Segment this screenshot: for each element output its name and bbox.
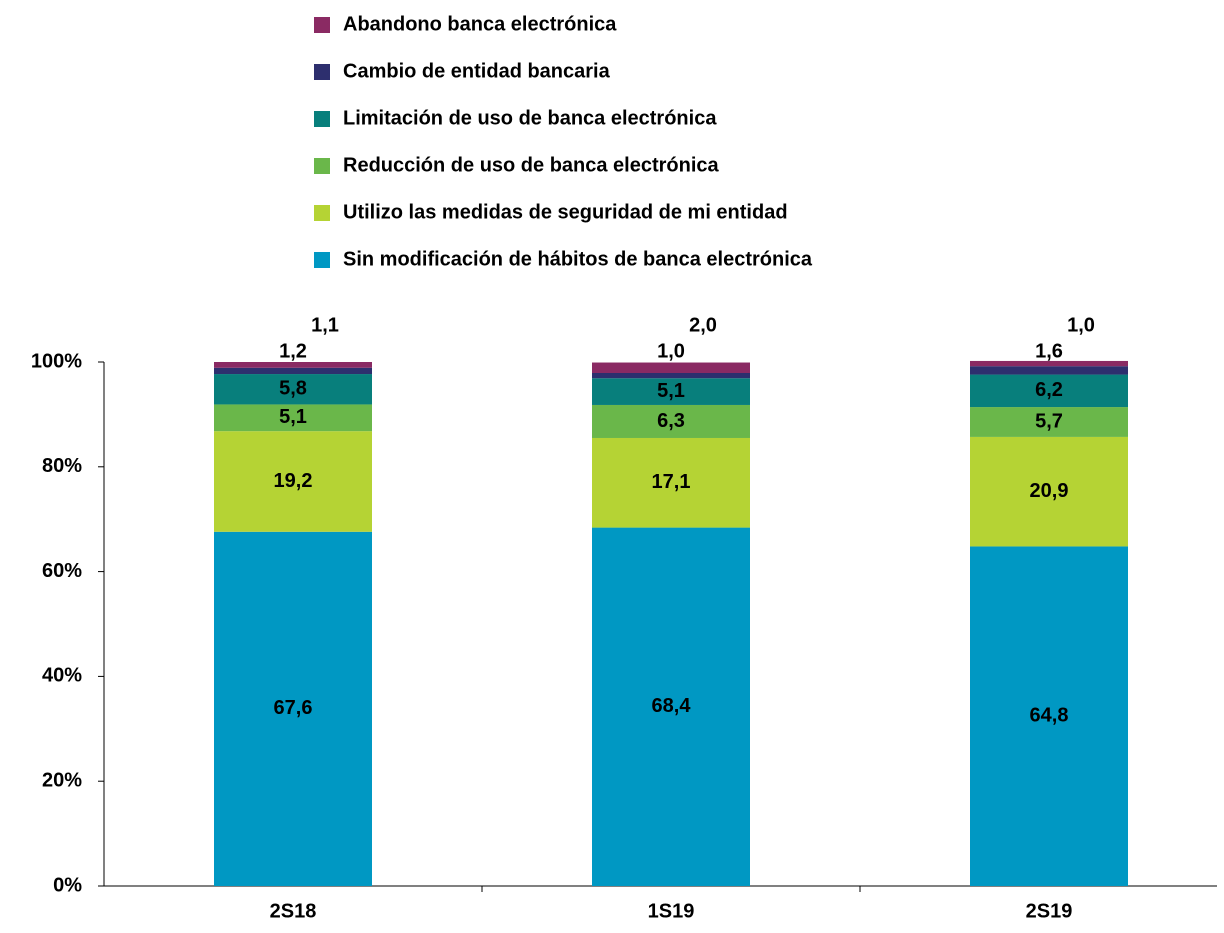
- legend-swatch: [314, 158, 330, 174]
- bar-segment: [214, 531, 372, 886]
- data-label: 20,9: [1030, 480, 1069, 502]
- y-tick-label: 80%: [42, 455, 82, 477]
- y-tick-label: 20%: [42, 769, 82, 791]
- bar-segment: [214, 367, 372, 375]
- bar-segment: [592, 527, 750, 886]
- data-label: 1,1: [311, 314, 339, 336]
- data-label: 1,0: [1067, 314, 1095, 336]
- data-label: 5,1: [657, 380, 685, 402]
- bar-segment: [592, 378, 750, 405]
- legend-label: Abandono banca electrónica: [343, 13, 617, 35]
- data-label: 1,6: [1035, 340, 1063, 362]
- data-label: 68,4: [652, 695, 692, 717]
- y-tick-label: 0%: [53, 874, 82, 896]
- data-label: 1,2: [279, 340, 307, 362]
- legend-swatch: [314, 64, 330, 80]
- legend-label: Reducción de uso de banca electrónica: [343, 154, 720, 176]
- data-label: 5,7: [1035, 410, 1063, 432]
- bar-segment: [592, 373, 750, 379]
- bar-segment: [214, 374, 372, 405]
- x-tick-label: 2S19: [1026, 900, 1073, 922]
- data-label: 6,2: [1035, 379, 1063, 401]
- legend-swatch: [314, 205, 330, 221]
- legend-swatch: [314, 17, 330, 33]
- bar-segment: [214, 404, 372, 432]
- bar-segment: [592, 437, 750, 528]
- legend-label: Cambio de entidad bancaria: [343, 60, 611, 82]
- legend-label: Sin modificación de hábitos de banca ele…: [343, 248, 813, 270]
- y-tick-label: 60%: [42, 560, 82, 582]
- data-label: 5,1: [279, 406, 307, 428]
- legend-label: Limitación de uso de banca electrónica: [343, 107, 717, 129]
- bar-segment: [970, 436, 1128, 547]
- data-label: 6,3: [657, 410, 685, 432]
- x-tick-label: 2S18: [270, 900, 317, 922]
- bar-segment: [214, 362, 372, 368]
- bar-segment: [970, 546, 1128, 886]
- data-label: 19,2: [274, 470, 313, 492]
- legend-swatch: [314, 111, 330, 127]
- bar-segment: [970, 366, 1128, 375]
- bar-segment: [970, 360, 1128, 367]
- data-label: 2,0: [689, 314, 717, 336]
- y-tick-label: 100%: [31, 350, 82, 372]
- bar-segment: [214, 431, 372, 532]
- bar-segment: [592, 404, 750, 438]
- data-label: 17,1: [652, 471, 691, 493]
- legend-label: Utilizo las medidas de seguridad de mi e…: [343, 201, 788, 223]
- y-tick-label: 40%: [42, 665, 82, 687]
- bar-segment: [592, 362, 750, 374]
- legend-swatch: [314, 252, 330, 268]
- data-label: 67,6: [274, 697, 313, 719]
- data-label: 5,8: [279, 378, 307, 400]
- bar-segment: [970, 374, 1128, 408]
- data-label: 64,8: [1030, 705, 1069, 727]
- bar-segment: [970, 407, 1128, 437]
- data-label: 1,0: [657, 340, 685, 362]
- x-tick-label: 1S19: [648, 900, 695, 922]
